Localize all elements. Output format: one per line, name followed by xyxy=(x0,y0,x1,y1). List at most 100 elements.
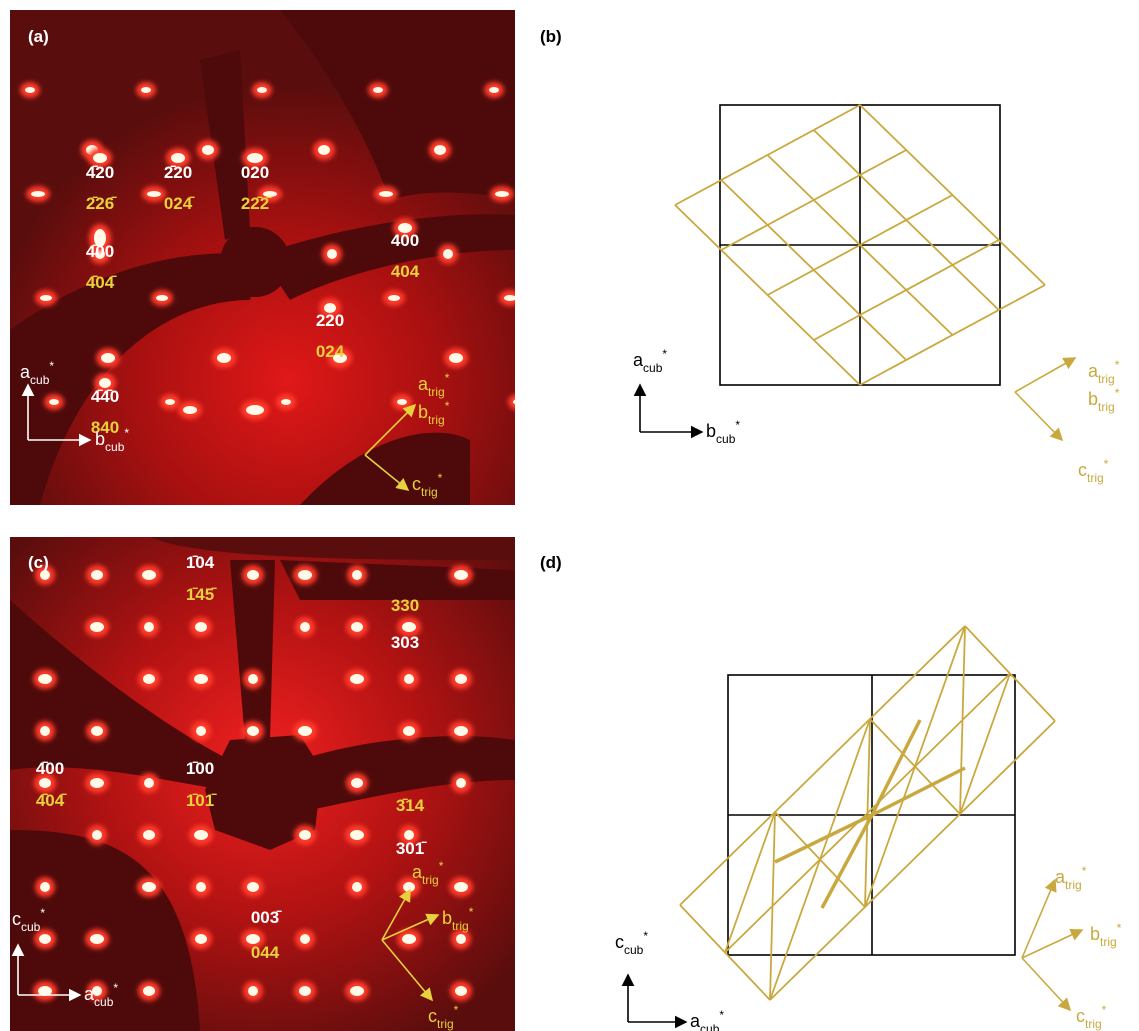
spot xyxy=(299,830,311,840)
axis-base: c xyxy=(428,1006,437,1026)
reflection-label: 330 xyxy=(391,596,419,615)
spot xyxy=(454,882,468,892)
spot xyxy=(404,674,414,684)
axis-base: c xyxy=(1076,1006,1085,1026)
spot xyxy=(40,726,50,736)
reflection-label: 024 xyxy=(316,342,345,361)
axis-label: ctrig* xyxy=(1078,457,1109,485)
spot xyxy=(49,399,59,405)
reflection-label: 044 xyxy=(251,943,280,962)
lattice-diagrams xyxy=(675,105,1055,1000)
spot xyxy=(195,934,207,944)
spot xyxy=(434,145,446,155)
spot xyxy=(298,726,312,736)
reflection-label: 1̄01̄ xyxy=(186,791,217,810)
spot xyxy=(90,622,104,632)
reflection-label: 400 xyxy=(391,231,419,250)
spot xyxy=(247,882,259,892)
spot xyxy=(455,986,467,996)
trigonal-grid-d xyxy=(680,626,1055,1000)
spot xyxy=(91,570,103,580)
axis-sup: * xyxy=(1082,864,1087,878)
axis-sup: * xyxy=(643,929,648,943)
axis-sub: trig xyxy=(421,485,438,499)
axis-sup: * xyxy=(1115,358,1120,372)
axis-sub: trig xyxy=(422,873,439,887)
axis-sup: * xyxy=(454,1003,459,1017)
axis-sup: * xyxy=(445,371,450,385)
lattice-line xyxy=(814,130,999,310)
spot xyxy=(513,399,523,405)
reflection-label: 22̄2̄ xyxy=(241,194,272,213)
axis-sup: * xyxy=(735,418,740,432)
axis-label: btrig* xyxy=(1088,386,1120,414)
figure: (a)(b)(c)(d)4̄202̄200204̄004002204̄4̄02̄… xyxy=(0,0,1139,1031)
spot xyxy=(454,726,468,736)
spot xyxy=(93,153,107,163)
axis-label: bcub* xyxy=(706,418,740,446)
spot xyxy=(101,353,115,363)
spot xyxy=(142,570,156,580)
axis-sub: trig xyxy=(1087,471,1104,485)
axis-sup: * xyxy=(1104,457,1109,471)
spot xyxy=(388,295,400,301)
axis-sup: * xyxy=(124,426,129,440)
spot xyxy=(194,674,208,684)
axis-sup: * xyxy=(662,347,667,361)
spot xyxy=(141,87,151,93)
spot xyxy=(144,778,154,788)
spot xyxy=(90,778,104,788)
spot xyxy=(379,191,393,197)
axis-sub: trig xyxy=(452,919,469,933)
reflection-label: 4̄20 xyxy=(86,163,114,182)
axis-sup: * xyxy=(438,471,443,485)
axis-base: b xyxy=(442,908,452,928)
spot xyxy=(165,399,175,405)
axis-base: c xyxy=(1078,460,1087,480)
axis-sub: trig xyxy=(437,1017,454,1031)
axis-label: acub* xyxy=(633,347,667,375)
spot xyxy=(195,622,207,632)
axis-base: b xyxy=(1090,924,1100,944)
spot xyxy=(352,882,362,892)
axis-sup: * xyxy=(49,359,54,373)
reflection-label: 1̄45̄ xyxy=(186,585,217,604)
spot xyxy=(142,882,156,892)
reflection-label: 4̄00 xyxy=(86,242,114,261)
spot xyxy=(351,622,363,632)
reflection-label: 4̄04̄ xyxy=(36,791,67,810)
panel-label: (b) xyxy=(540,27,562,46)
spot xyxy=(456,934,466,944)
spot xyxy=(351,778,363,788)
spot xyxy=(373,87,383,93)
axis-sub: cub xyxy=(716,432,736,446)
lattice-line xyxy=(770,812,775,1000)
spot xyxy=(183,406,197,414)
axis-sub: cub xyxy=(105,440,125,454)
panel-label: (c) xyxy=(28,553,49,572)
spot xyxy=(397,399,407,405)
axis-base: c xyxy=(12,909,21,929)
axis-sup: * xyxy=(445,399,450,413)
spot xyxy=(449,353,463,363)
axis-sup: * xyxy=(1115,386,1120,400)
spot xyxy=(350,830,364,840)
lattice-line xyxy=(915,626,965,767)
spot xyxy=(196,726,206,736)
reflection-label: 4̄4̄0 xyxy=(91,387,119,406)
spot xyxy=(246,405,264,415)
reflection-label: 3̄14 xyxy=(396,796,425,815)
axis-sub: cub xyxy=(624,943,644,957)
reflection-label: 2̄26̄ xyxy=(86,194,117,213)
spot xyxy=(352,570,362,580)
lattice-line xyxy=(872,768,965,815)
reflection-label: 1̄00 xyxy=(186,759,214,778)
spot xyxy=(443,249,453,259)
spot xyxy=(39,778,51,788)
axis-label: btrig* xyxy=(1090,921,1122,949)
axis-sup: * xyxy=(719,1008,724,1022)
axis-sup: * xyxy=(40,906,45,920)
reflection-label: 220 xyxy=(316,311,344,330)
spot xyxy=(495,191,509,197)
axis-sub: cub xyxy=(21,920,41,934)
